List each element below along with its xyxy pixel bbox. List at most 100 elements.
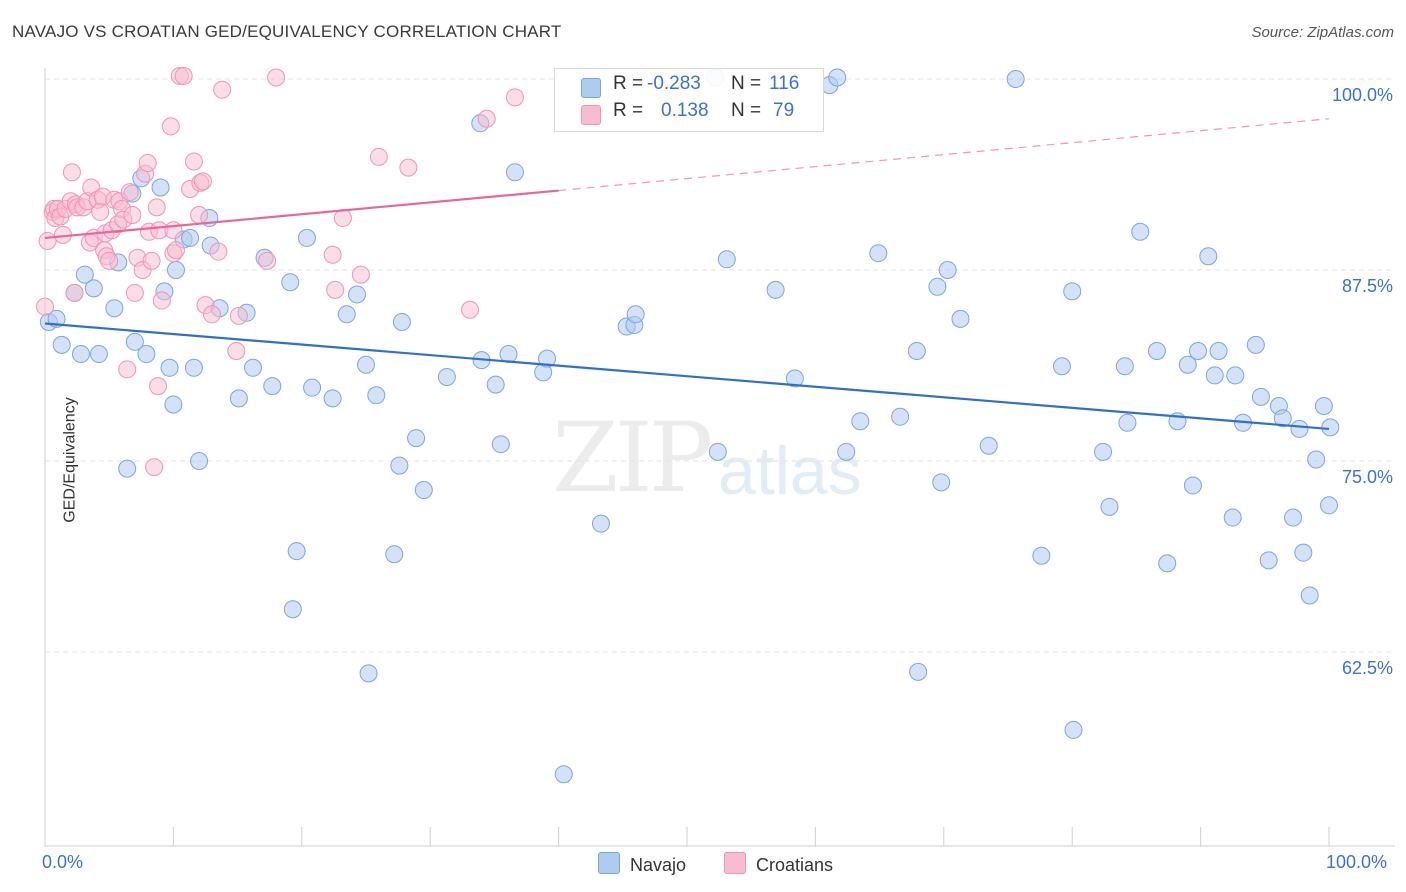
croatian-point bbox=[399, 158, 418, 177]
navajo-point bbox=[1284, 508, 1303, 527]
croatian-point bbox=[461, 300, 480, 319]
croatian-point bbox=[100, 251, 119, 270]
navajo-point bbox=[907, 341, 926, 360]
legend-item-navajo[interactable]: Navajo bbox=[598, 852, 686, 876]
navajo-legend-swatch bbox=[598, 852, 620, 874]
navajo-point bbox=[869, 244, 888, 263]
navajo-point bbox=[979, 436, 998, 455]
croatian-point bbox=[333, 209, 352, 228]
navajo-point bbox=[407, 429, 426, 448]
x-tick-label-min: 0.0% bbox=[42, 852, 84, 872]
croatian-series bbox=[36, 66, 524, 477]
navajo-point bbox=[951, 309, 970, 328]
croatian-point bbox=[142, 251, 161, 270]
navajo-point bbox=[1115, 357, 1134, 376]
navajo-point bbox=[538, 349, 557, 368]
navajo-point bbox=[1189, 341, 1208, 360]
navajo-point bbox=[1223, 508, 1242, 527]
navajo-point bbox=[1314, 396, 1333, 415]
legend-item-croatians[interactable]: Croatians bbox=[724, 852, 833, 876]
navajo-point bbox=[297, 228, 316, 247]
navajo-point bbox=[181, 228, 200, 247]
croatian-point bbox=[118, 360, 137, 379]
croatian-point bbox=[229, 306, 248, 325]
croatian-point bbox=[120, 183, 139, 202]
navajo-point bbox=[414, 481, 433, 500]
navajo-point bbox=[244, 358, 263, 377]
y-tick-label: 100.0% bbox=[1331, 85, 1393, 105]
navajo-point bbox=[626, 305, 645, 324]
r-value: 0.138 bbox=[661, 100, 709, 121]
croatian-legend-label: Croatians bbox=[756, 855, 834, 875]
croatian-point bbox=[326, 280, 345, 299]
croatian-point bbox=[505, 88, 524, 107]
croatian-point bbox=[123, 205, 142, 224]
navajo-point bbox=[766, 280, 785, 299]
navajo-point bbox=[166, 261, 185, 279]
navajo-point bbox=[1290, 419, 1309, 438]
navajo-point bbox=[105, 299, 124, 318]
navajo-point bbox=[281, 273, 300, 292]
navajo-point bbox=[1199, 247, 1218, 266]
navajo-point bbox=[1064, 720, 1083, 739]
trend-lines bbox=[44, 118, 1330, 431]
croatian-point bbox=[166, 241, 185, 260]
navajo-point bbox=[1205, 366, 1224, 385]
navajo-point bbox=[491, 435, 510, 454]
n-label: N = bbox=[731, 73, 762, 94]
croatian-point bbox=[267, 68, 286, 87]
navajo-point bbox=[708, 442, 727, 461]
navajo-point bbox=[84, 279, 103, 298]
navajo-point bbox=[1320, 496, 1338, 515]
source-credit: Source: ZipAtlas.com bbox=[1251, 24, 1394, 41]
correlation-legend: R = -0.283 N = 116 R = 0.138 N = 79 bbox=[554, 68, 824, 132]
navajo-point bbox=[392, 312, 411, 331]
y-tick-label: 62.5% bbox=[1341, 658, 1393, 678]
navajo-point bbox=[229, 389, 248, 408]
navajo-point bbox=[554, 765, 573, 784]
navajo-point bbox=[164, 395, 183, 414]
y-tick-label: 75.0% bbox=[1341, 467, 1393, 487]
navajo-point bbox=[1006, 70, 1025, 88]
croatian-point bbox=[38, 231, 57, 250]
navajo-point bbox=[1246, 335, 1265, 354]
croatian-point bbox=[477, 109, 496, 128]
navajo-point bbox=[1052, 357, 1071, 376]
navajo-point bbox=[1158, 554, 1177, 573]
r-label: R = bbox=[613, 100, 644, 121]
navajo-point bbox=[190, 452, 209, 470]
navajo-point bbox=[1294, 543, 1313, 562]
navajo-point bbox=[1100, 497, 1119, 516]
navajo-point bbox=[591, 514, 610, 533]
navajo-point bbox=[1321, 418, 1340, 437]
croatian-point bbox=[161, 117, 180, 136]
navajo-point bbox=[348, 285, 367, 304]
navajo-point bbox=[1307, 450, 1326, 469]
croatian-point bbox=[65, 283, 84, 302]
y-tick-label: 87.5% bbox=[1341, 276, 1393, 296]
croatian-point bbox=[152, 291, 171, 310]
navajo-point bbox=[160, 358, 179, 377]
r-label: R = bbox=[613, 73, 644, 94]
n-label: N = bbox=[731, 100, 762, 121]
navajo-point bbox=[891, 407, 910, 426]
navajo-trend-line bbox=[44, 322, 1330, 431]
axes bbox=[44, 68, 1395, 847]
navajo-point bbox=[357, 355, 375, 374]
navajo-point bbox=[486, 375, 505, 394]
croatian-point bbox=[91, 202, 110, 221]
croatian-point bbox=[148, 377, 167, 396]
croatian-point bbox=[351, 265, 370, 284]
chart-title: NAVAJO VS CROATIAN GED/EQUIVALENCY CORRE… bbox=[12, 22, 562, 41]
navajo-point bbox=[52, 335, 71, 354]
navajo-point bbox=[851, 412, 870, 431]
croatian-trend-line bbox=[44, 189, 559, 240]
croatian-point bbox=[369, 147, 388, 166]
croatian-point bbox=[36, 297, 54, 316]
navajo-point bbox=[932, 473, 951, 492]
navajo-point bbox=[437, 367, 456, 386]
navajo-point bbox=[1131, 222, 1150, 241]
navajo-point bbox=[303, 378, 322, 397]
navajo-point bbox=[828, 68, 847, 87]
navajo-point bbox=[1273, 409, 1292, 428]
